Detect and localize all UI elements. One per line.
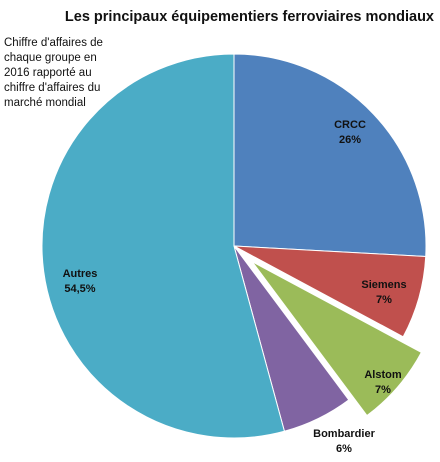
slice-label-bombardier: Bombardier: [313, 428, 375, 440]
slice-value-alstom: 7%: [375, 384, 391, 396]
slice-label-siemens: Siemens: [361, 279, 406, 291]
slice-value-bombardier: 6%: [336, 443, 352, 455]
pie-slice-crcc: [233, 53, 427, 258]
chart-subtitle: Chiffre d'affaires de chaque groupe en 2…: [4, 37, 103, 109]
slice-value-autres: 54,5%: [64, 283, 95, 295]
slice-value-crcc: 26%: [339, 134, 361, 146]
pie-slice-siemens: [233, 245, 427, 338]
pie-slice-autres: [41, 53, 286, 439]
chart-title: Les principaux équipementiers ferroviair…: [64, 9, 434, 25]
slice-label-autres: Autres: [63, 268, 98, 280]
slice-label-crcc: CRCC: [334, 119, 366, 131]
slice-label-alstom: Alstom: [364, 369, 402, 381]
slice-value-siemens: 7%: [376, 294, 392, 306]
pie-slice-alstom: [251, 261, 423, 417]
